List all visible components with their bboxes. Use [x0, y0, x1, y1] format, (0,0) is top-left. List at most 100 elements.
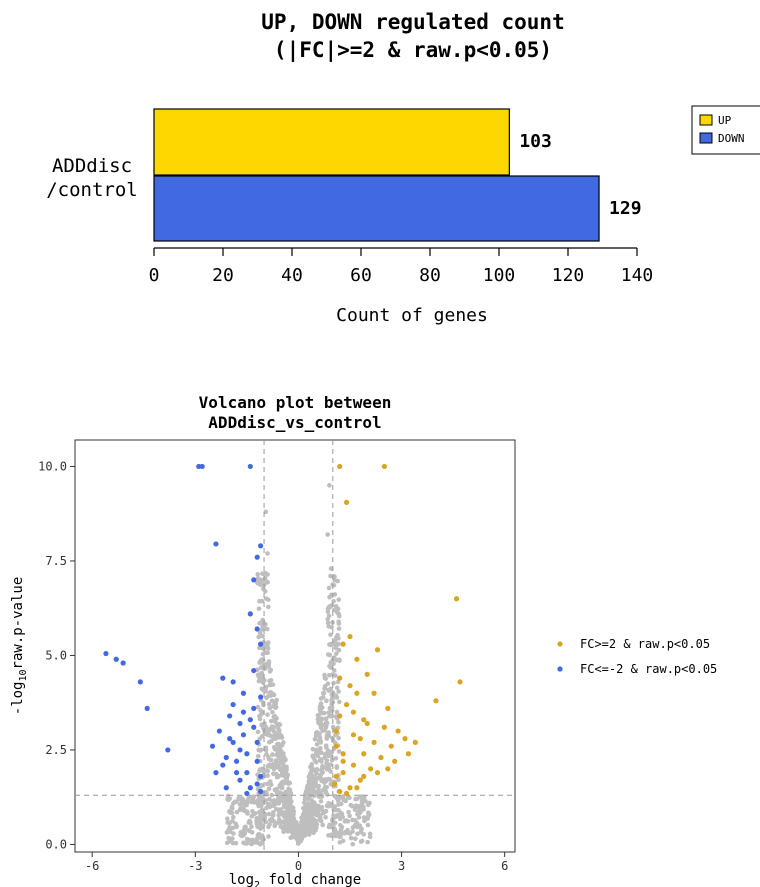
nonsig-point — [263, 768, 268, 773]
nonsig-point — [327, 776, 332, 782]
down-point — [254, 739, 260, 745]
nonsig-point — [266, 756, 272, 762]
nonsig-point — [311, 800, 317, 805]
nonsig-point — [229, 810, 235, 816]
nonsig-point — [357, 823, 363, 828]
up-point — [333, 773, 339, 780]
nonsig-point — [290, 822, 296, 828]
category-label-line1: ADDdisc — [52, 155, 132, 177]
volcano-x-label-sub: 2 — [254, 880, 260, 887]
nonsig-point — [318, 798, 324, 804]
bar-x-tick-label: 60 — [350, 265, 372, 286]
nonsig-point — [327, 483, 332, 488]
up-point — [350, 732, 357, 738]
nonsig-point — [336, 735, 341, 741]
nonsig-point — [225, 820, 231, 825]
nonsig-point — [321, 810, 326, 816]
nonsig-point — [314, 729, 320, 735]
up-point — [364, 671, 370, 677]
nonsig-point — [271, 692, 277, 698]
nonsig-point — [268, 782, 274, 788]
nonsig-point — [272, 823, 278, 829]
nonsig-point — [257, 660, 262, 665]
up-point — [340, 770, 346, 776]
volcano-legend-dot-down — [557, 666, 563, 672]
bar-up-value-label: 103 — [519, 131, 552, 152]
nonsig-point — [266, 604, 271, 610]
down-point — [227, 736, 233, 742]
nonsig-point — [348, 802, 354, 808]
nonsig-point — [335, 578, 341, 584]
nonsig-point — [249, 841, 255, 846]
nonsig-point — [323, 716, 329, 721]
nonsig-point — [326, 585, 332, 591]
nonsig-point — [266, 701, 272, 707]
down-point — [240, 709, 247, 715]
up-point — [354, 690, 360, 696]
down-point — [251, 705, 257, 711]
nonsig-point — [229, 805, 235, 811]
nonsig-point — [332, 814, 338, 820]
nonsig-point — [259, 808, 265, 814]
nonsig-point — [227, 826, 233, 831]
nonsig-point — [266, 663, 272, 669]
down-point — [258, 788, 264, 795]
nonsig-point — [340, 814, 345, 820]
nonsig-point — [329, 705, 335, 710]
up-point — [378, 754, 384, 761]
down-point — [165, 747, 171, 753]
nonsig-point — [326, 613, 332, 619]
down-point — [237, 777, 243, 783]
bar-x-tick-label: 40 — [281, 265, 303, 286]
nonsig-point — [256, 747, 261, 753]
nonsig-point — [266, 834, 271, 839]
up-point — [337, 788, 343, 795]
volcano-y-tick-label: 5.0 — [45, 648, 67, 662]
nonsig-point — [242, 825, 247, 830]
nonsig-point — [255, 579, 261, 585]
nonsig-point — [326, 672, 332, 678]
nonsig-point — [359, 827, 364, 832]
nonsig-point — [267, 762, 273, 768]
nonsig-point — [347, 795, 352, 800]
nonsig-point — [307, 821, 313, 827]
nonsig-point — [336, 597, 342, 602]
nonsig-point — [256, 606, 262, 611]
nonsig-point — [267, 796, 272, 802]
nonsig-point — [286, 781, 291, 786]
nonsig-point — [275, 723, 281, 728]
nonsig-point — [277, 790, 283, 796]
nonsig-point — [276, 817, 282, 822]
bar-chart-title: UP, DOWN regulated count — [261, 10, 564, 34]
nonsig-point — [330, 724, 336, 730]
up-point — [371, 739, 377, 745]
up-point — [333, 728, 339, 734]
up-point — [433, 698, 439, 704]
nonsig-point — [327, 594, 332, 600]
nonsig-point — [315, 713, 321, 718]
down-point — [137, 679, 143, 685]
nonsig-point — [276, 812, 281, 818]
nonsig-point — [313, 768, 319, 773]
nonsig-point — [256, 831, 262, 837]
nonsig-point — [241, 806, 246, 811]
nonsig-point — [257, 620, 262, 626]
nonsig-point — [279, 772, 284, 778]
nonsig-point — [319, 778, 324, 784]
nonsig-point — [256, 803, 261, 809]
nonsig-point — [298, 823, 303, 829]
volcano-x-label-main: log — [229, 872, 254, 887]
nonsig-point — [259, 782, 264, 788]
nonsig-point — [320, 822, 326, 828]
nonsig-point — [335, 632, 340, 638]
bar-down-value-label: 129 — [609, 198, 642, 219]
nonsig-point — [244, 802, 249, 808]
nonsig-point — [326, 624, 331, 629]
nonsig-point — [278, 733, 283, 739]
down-point — [213, 770, 219, 776]
nonsig-point — [301, 805, 306, 811]
nonsig-point — [285, 797, 290, 802]
nonsig-point — [239, 796, 244, 801]
nonsig-point — [337, 699, 342, 705]
nonsig-point — [328, 824, 333, 829]
